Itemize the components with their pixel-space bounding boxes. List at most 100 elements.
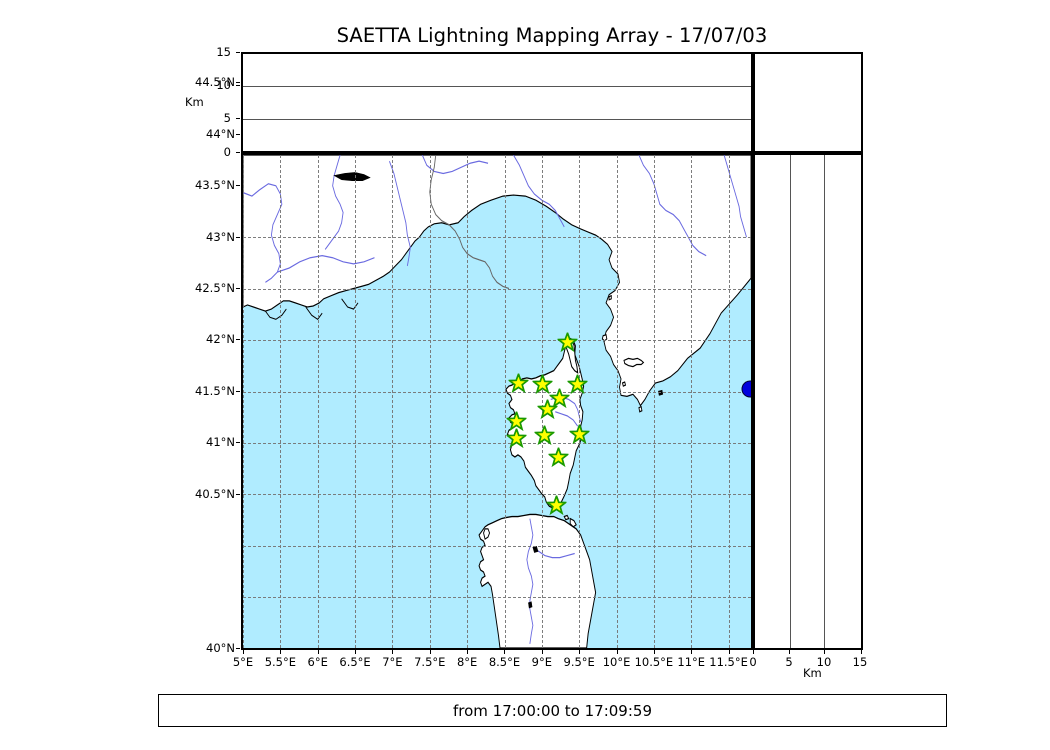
map-xtick-mark-11.5°E [728, 650, 730, 654]
border-france-italy [429, 155, 480, 261]
map-xtick-mark-8°E [467, 650, 469, 654]
right-xtick-10: 10 [816, 655, 832, 669]
lma-station-marker [532, 374, 553, 395]
map-xtick-10.5°E: 10.5°E [634, 655, 674, 669]
map-ytick-41.5: 41.5°N [195, 384, 235, 398]
lake-sardinia-2 [528, 601, 533, 609]
map-gridline-lon-10.5 [653, 155, 655, 648]
right-gridline-10km [824, 155, 826, 648]
top-tick-mark-0 [236, 152, 240, 153]
map-ytick-mark-43.5 [236, 185, 240, 186]
river-var [389, 160, 411, 267]
lake-italy-coast [658, 389, 664, 396]
pianosa-island [621, 381, 627, 387]
top-ytick-0: 0 [223, 145, 231, 159]
status-bar: from 17:00:00 to 17:09:59 [158, 694, 947, 727]
lake-geneva [333, 172, 371, 181]
river-sardinia-east [532, 546, 575, 559]
map-ytick-40.5: 40.5°N [195, 487, 235, 501]
map-gridline-lon-7.5 [429, 155, 431, 648]
map-gridline-lon-9 [541, 155, 543, 648]
map-gridline-lat-43 [243, 391, 751, 393]
main-map-panel[interactable] [241, 153, 753, 650]
map-ytick-40: 40°N [206, 641, 235, 655]
map-gridline-lat-41.5 [243, 545, 751, 547]
map-xtick-7°E: 7°E [382, 655, 403, 669]
map-ytick-mark-42 [236, 339, 240, 340]
lakes-layer [333, 172, 664, 609]
map-gridline-lat-42.5 [243, 442, 751, 444]
map-ytick-42: 42°N [206, 332, 235, 346]
map-gridline-lon-6 [317, 155, 319, 648]
right-xtick-15: 15 [852, 655, 868, 669]
right-xtick-mark-5 [789, 650, 790, 654]
map-xtick-mark-9.5°E [579, 650, 581, 654]
map-ytick-mark-41.5 [236, 391, 240, 392]
map-xtick-8.5°E: 8.5°E [488, 655, 521, 669]
right-gridline-5km [789, 155, 791, 648]
map-gridline-lon-11 [691, 155, 693, 648]
map-gridline-lat-44 [243, 288, 751, 290]
map-xtick-mark-9°E [541, 650, 543, 654]
lma-station-marker [506, 428, 527, 449]
map-ytick-mark-40 [236, 648, 240, 649]
map-xtick-mark-7°E [392, 650, 394, 654]
map-ytick-43.5: 43.5°N [195, 178, 235, 192]
map-gridline-lat-41 [243, 597, 751, 599]
map-gridline-lon-11.5 [728, 155, 730, 648]
map-xtick-11.5°E: 11.5°E [709, 655, 748, 669]
right-xtick-5: 5 [785, 655, 793, 669]
top-tick-mark-10 [236, 85, 240, 86]
sardinia-island [478, 513, 597, 648]
lma-station-marker [548, 447, 568, 468]
map-gridline-lon-10 [616, 155, 618, 648]
map-gridline-lon-6.5 [355, 155, 356, 648]
lma-station-marker [569, 424, 590, 445]
map-xtick-mark-11°E [691, 650, 693, 654]
page-title: SAETTA Lightning Mapping Array - 17/07/0… [336, 24, 768, 47]
map-gridline-lat-42 [243, 494, 751, 496]
lma-station-marker [549, 388, 570, 409]
lma-station-marker [537, 399, 558, 419]
map-xtick-9.5°E: 9.5°E [563, 655, 595, 669]
top-panel-ylabel: Km [185, 95, 204, 109]
river-tavignano [555, 411, 578, 427]
map-xtick-6°E: 6°E [307, 655, 328, 669]
station-markers-layer [243, 155, 751, 648]
map-xtick-mark-6.5°E [355, 650, 357, 654]
map-xtick-10°E: 10°E [602, 655, 631, 669]
right-panel-plot-area [755, 155, 861, 648]
map-gridline-lat-43.5 [243, 340, 751, 342]
montecristo-island [638, 405, 643, 413]
elba-island [623, 357, 645, 368]
map-gridline-lon-9.5 [579, 155, 581, 648]
top-tick-mark-5 [236, 118, 240, 119]
lma-station-marker [506, 411, 527, 432]
top-right-corner-panel [753, 52, 863, 153]
river-north-italy [513, 155, 565, 228]
top-ytick-15: 15 [216, 45, 231, 59]
corner-top-plot-area [755, 54, 861, 151]
map-ytick-mark-40.5 [236, 494, 240, 495]
map-xtick-9°E: 9°E [531, 655, 552, 669]
map-xtick-mark-10°E [616, 650, 618, 654]
river-po-tributary [421, 155, 489, 175]
map-ytick-mark-43 [236, 237, 240, 238]
top-gridline-5km [243, 118, 751, 120]
map-xtick-mark-5.5°E [280, 650, 282, 654]
map-gridline-lon-7 [392, 155, 394, 648]
maddalena-islets [563, 514, 577, 528]
lma-station-marker [567, 374, 588, 395]
map-ytick-mark-44 [236, 134, 240, 135]
river-tuscany [723, 155, 747, 238]
map-ytick-41: 41°N [206, 435, 235, 449]
lma-station-marker [508, 373, 529, 394]
map-xtick-mark-8.5°E [504, 650, 506, 654]
map-xtick-5.5°E: 5.5°E [264, 655, 296, 669]
map-xtick-8°E: 8°E [456, 655, 478, 669]
map-ytick-mark-41 [236, 442, 240, 443]
map-gridline-lat-44.5 [243, 237, 751, 239]
river-sardinia-temo [526, 518, 534, 645]
top-ytick-10: 10 [216, 78, 231, 92]
